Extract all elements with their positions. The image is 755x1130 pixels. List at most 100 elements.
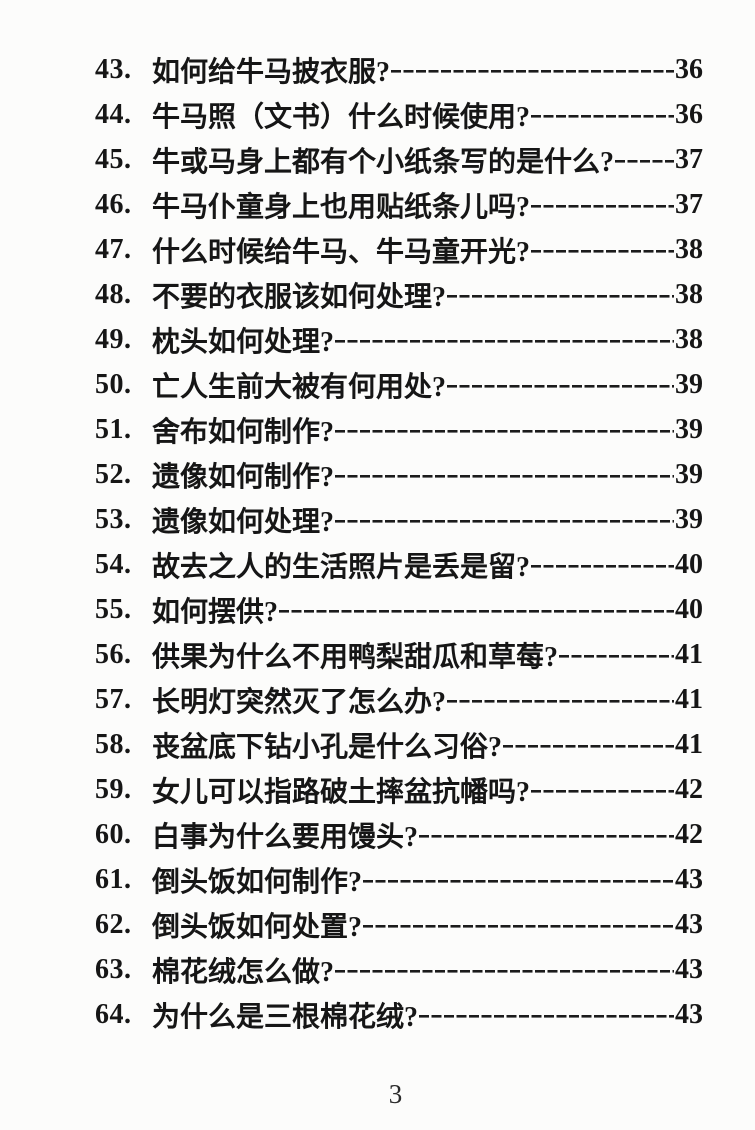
toc-entry-page: 41 (675, 683, 703, 715)
toc-entry-title: 遗像如何制作? (152, 461, 335, 493)
dash-leader (559, 632, 674, 677)
dash-leader (615, 137, 674, 182)
dash-leader (447, 677, 674, 722)
toc-entry-title: 如何给牛马披衣服? (152, 56, 391, 88)
toc-entry-page: 41 (675, 638, 703, 670)
toc-entry: 63. 棉花绒怎么做? 43 (95, 947, 703, 992)
toc-entry: 60. 白事为什么要用馒头? 42 (95, 812, 703, 857)
toc-entry-number: 57. (95, 683, 132, 715)
toc-entry-page: 39 (675, 413, 703, 445)
toc-entry-page: 38 (675, 278, 703, 310)
toc-entry-number: 54. (95, 548, 132, 580)
toc-entry-number: 58. (95, 728, 132, 760)
toc-entry-page: 37 (675, 188, 703, 220)
toc-entry: 46. 牛马仆童身上也用贴纸条儿吗? 37 (95, 182, 703, 227)
dash-leader (363, 857, 674, 902)
toc-entry: 50. 亡人生前大被有何用处? 39 (95, 362, 703, 407)
toc-entry-page: 40 (675, 548, 703, 580)
toc-entry-number: 64. (95, 998, 132, 1030)
toc-entry-title: 白事为什么要用馒头? (152, 821, 419, 853)
dash-leader (447, 362, 674, 407)
dash-leader (335, 452, 674, 497)
toc-entry-title: 倒头饭如何制作? (152, 866, 363, 898)
dash-leader (531, 182, 674, 227)
toc-entry-number: 45. (95, 143, 132, 175)
toc-entry-page: 39 (675, 368, 703, 400)
toc-entry-number: 61. (95, 863, 132, 895)
dash-leader (531, 542, 674, 587)
toc-entry-title: 牛或马身上都有个小纸条写的是什么? (152, 146, 615, 178)
dash-leader (391, 47, 674, 92)
toc-entry-title: 遗像如何处理? (152, 506, 335, 538)
dash-leader (447, 272, 674, 317)
dash-leader (335, 947, 674, 992)
toc-entry-number: 60. (95, 818, 132, 850)
toc-entry: 51. 舍布如何制作? 39 (95, 407, 703, 452)
dash-leader (335, 407, 674, 452)
toc-entry-number: 51. (95, 413, 132, 445)
dash-leader (531, 92, 674, 137)
toc-entry-number: 49. (95, 323, 132, 355)
toc-entry: 61. 倒头饭如何制作? 43 (95, 857, 703, 902)
toc-entry-title: 长明灯突然灭了怎么办? (152, 686, 447, 718)
toc-entry: 47. 什么时候给牛马、牛马童开光? 38 (95, 227, 703, 272)
toc-entry-title: 棉花绒怎么做? (152, 956, 335, 988)
toc-entry: 59. 女儿可以指路破土摔盆抗幡吗? 42 (95, 767, 703, 812)
toc-entry-page: 36 (675, 53, 703, 85)
toc-entry: 45. 牛或马身上都有个小纸条写的是什么? 37 (95, 137, 703, 182)
toc-entry-title: 女儿可以指路破土摔盆抗幡吗? (152, 776, 531, 808)
toc-list: 43. 如何给牛马披衣服? 36 44. 牛马照（文书）什么时候使用? 36 4… (95, 47, 703, 1037)
toc-entry-number: 43. (95, 53, 132, 85)
toc-entry-title: 如何摆供? (152, 596, 279, 628)
toc-entry-title: 枕头如何处理? (152, 326, 335, 358)
dash-leader (279, 587, 674, 632)
toc-entry-number: 48. (95, 278, 132, 310)
toc-entry: 54. 故去之人的生活照片是丢是留? 40 (95, 542, 703, 587)
toc-entry: 58. 丧盆底下钻小孔是什么习俗? 41 (95, 722, 703, 767)
toc-entry-page: 36 (675, 98, 703, 130)
toc-entry-page: 41 (675, 728, 703, 760)
toc-entry-page: 43 (675, 953, 703, 985)
toc-entry-title: 倒头饭如何处置? (152, 911, 363, 943)
toc-entry-number: 44. (95, 98, 132, 130)
toc-entry-title: 牛马仆童身上也用贴纸条儿吗? (152, 191, 531, 223)
toc-entry-page: 37 (675, 143, 703, 175)
toc-entry: 62. 倒头饭如何处置? 43 (95, 902, 703, 947)
toc-entry-page: 43 (675, 998, 703, 1030)
toc-entry-page: 39 (675, 503, 703, 535)
dash-leader (335, 497, 674, 542)
toc-entry-title: 为什么是三根棉花绒? (152, 1001, 419, 1033)
toc-entry-number: 50. (95, 368, 132, 400)
toc-entry-title: 什么时候给牛马、牛马童开光? (152, 236, 531, 268)
toc-entry-page: 42 (675, 773, 703, 805)
toc-entry-title: 亡人生前大被有何用处? (152, 371, 447, 403)
dash-leader (419, 812, 674, 857)
toc-entry-number: 52. (95, 458, 132, 490)
dash-leader (335, 317, 674, 362)
toc-entry-number: 46. (95, 188, 132, 220)
dash-leader (503, 722, 674, 767)
toc-entry-title: 供果为什么不用鸭梨甜瓜和草莓? (152, 641, 559, 673)
toc-entry-title: 丧盆底下钻小孔是什么习俗? (152, 731, 503, 763)
dash-leader (531, 227, 674, 272)
toc-entry-page: 40 (675, 593, 703, 625)
toc-entry-page: 43 (675, 908, 703, 940)
dash-leader (363, 902, 674, 947)
toc-entry: 49. 枕头如何处理? 38 (95, 317, 703, 362)
toc-entry-title: 不要的衣服该如何处理? (152, 281, 447, 313)
toc-entry-page: 38 (675, 323, 703, 355)
toc-entry-page: 42 (675, 818, 703, 850)
toc-entry: 64. 为什么是三根棉花绒? 43 (95, 992, 703, 1037)
toc-entry: 52. 遗像如何制作? 39 (95, 452, 703, 497)
toc-entry-number: 63. (95, 953, 132, 985)
toc-entry: 43. 如何给牛马披衣服? 36 (95, 47, 703, 92)
toc-entry-page: 39 (675, 458, 703, 490)
toc-entry-number: 55. (95, 593, 132, 625)
toc-entry-title: 牛马照（文书）什么时候使用? (152, 101, 531, 133)
toc-entry-title: 舍布如何制作? (152, 416, 335, 448)
dash-leader (531, 767, 674, 812)
toc-entry: 57. 长明灯突然灭了怎么办? 41 (95, 677, 703, 722)
toc-entry: 55. 如何摆供? 40 (95, 587, 703, 632)
